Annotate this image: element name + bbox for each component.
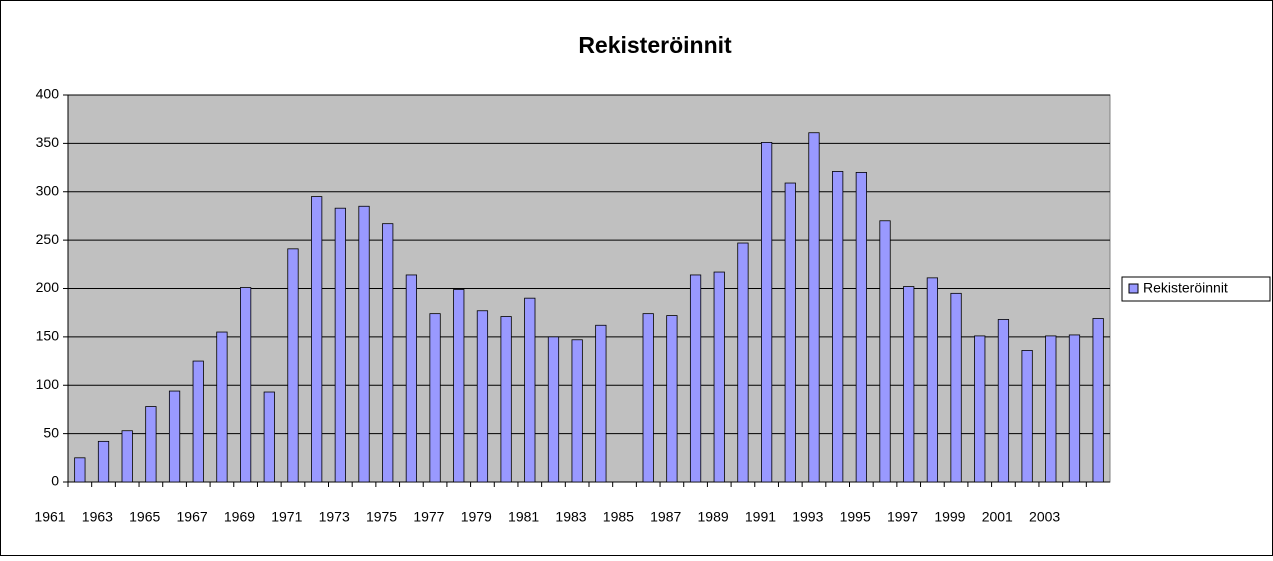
bar bbox=[216, 331, 228, 483]
bar bbox=[547, 336, 560, 483]
bar bbox=[595, 324, 607, 483]
x-tick-label: 1991 bbox=[745, 509, 776, 525]
y-tick-label: 0 bbox=[51, 473, 59, 489]
bar bbox=[737, 242, 749, 483]
bar bbox=[571, 339, 583, 483]
bar bbox=[168, 390, 181, 483]
bar bbox=[524, 297, 536, 483]
y-tick-label: 100 bbox=[36, 376, 60, 392]
x-tick-label: 1975 bbox=[366, 509, 397, 525]
bar bbox=[832, 171, 844, 483]
y-tick-label: 300 bbox=[36, 182, 60, 198]
bar bbox=[689, 274, 702, 483]
bar bbox=[784, 182, 796, 483]
bar bbox=[500, 316, 512, 483]
bar bbox=[1021, 350, 1033, 483]
bar bbox=[287, 248, 299, 483]
bar bbox=[476, 310, 489, 483]
chart-title: Rekisteröinnit bbox=[578, 32, 732, 58]
x-tick-label: 1977 bbox=[413, 509, 444, 525]
x-tick-label: 1999 bbox=[934, 509, 965, 525]
legend-swatch bbox=[1128, 283, 1139, 294]
y-tick-label: 400 bbox=[36, 86, 60, 102]
bar bbox=[429, 313, 441, 483]
x-tick-label: 1979 bbox=[461, 509, 492, 525]
bar bbox=[1045, 335, 1057, 483]
y-tick-label: 200 bbox=[36, 279, 60, 295]
y-tick-label: 50 bbox=[43, 424, 59, 440]
x-tick-label: 1995 bbox=[840, 509, 871, 525]
x-tick-label: 2001 bbox=[982, 509, 1013, 525]
x-tick-label: 1963 bbox=[82, 509, 113, 525]
bar bbox=[311, 196, 323, 483]
bar bbox=[808, 132, 820, 483]
bar bbox=[382, 223, 394, 483]
y-tick-label: 250 bbox=[36, 231, 60, 247]
x-tick-label: 1981 bbox=[508, 509, 539, 525]
bar bbox=[761, 142, 773, 483]
bar bbox=[121, 430, 133, 483]
bar bbox=[74, 457, 86, 483]
bar bbox=[145, 406, 157, 483]
x-tick-label: 1971 bbox=[271, 509, 302, 525]
bar bbox=[97, 440, 110, 483]
y-tick-label: 350 bbox=[36, 134, 60, 150]
bar bbox=[903, 286, 915, 483]
bar bbox=[997, 319, 1010, 483]
bar bbox=[1092, 318, 1104, 483]
bar bbox=[642, 313, 654, 483]
bar bbox=[666, 315, 678, 483]
bar bbox=[405, 274, 417, 483]
x-tick-label: 1985 bbox=[603, 509, 634, 525]
bar bbox=[1068, 334, 1081, 483]
y-tick-label: 150 bbox=[36, 328, 60, 344]
x-tick-label: 1997 bbox=[887, 509, 918, 525]
bar bbox=[855, 171, 867, 483]
bar bbox=[240, 287, 252, 483]
bar bbox=[926, 277, 938, 483]
bar bbox=[879, 220, 891, 483]
bar bbox=[334, 207, 346, 483]
x-tick-label: 1969 bbox=[224, 509, 255, 525]
x-tick-label: 1973 bbox=[319, 509, 350, 525]
legend-label: Rekisteröinnit bbox=[1143, 280, 1228, 296]
bar bbox=[358, 205, 370, 483]
x-tick-label: 1983 bbox=[555, 509, 586, 525]
x-tick-label: 1989 bbox=[698, 509, 729, 525]
x-tick-label: 2003 bbox=[1029, 509, 1060, 525]
x-tick-label: 1965 bbox=[129, 509, 160, 525]
bar bbox=[192, 360, 204, 483]
legend bbox=[1121, 276, 1271, 302]
bar bbox=[974, 335, 986, 483]
x-tick-label: 1987 bbox=[650, 509, 681, 525]
x-tick-label: 1993 bbox=[792, 509, 823, 525]
bar bbox=[713, 271, 725, 483]
bar bbox=[263, 391, 275, 483]
bar bbox=[453, 289, 465, 483]
bar bbox=[950, 292, 962, 483]
x-tick-label: 1967 bbox=[177, 509, 208, 525]
x-tick-label: 1961 bbox=[34, 509, 65, 525]
